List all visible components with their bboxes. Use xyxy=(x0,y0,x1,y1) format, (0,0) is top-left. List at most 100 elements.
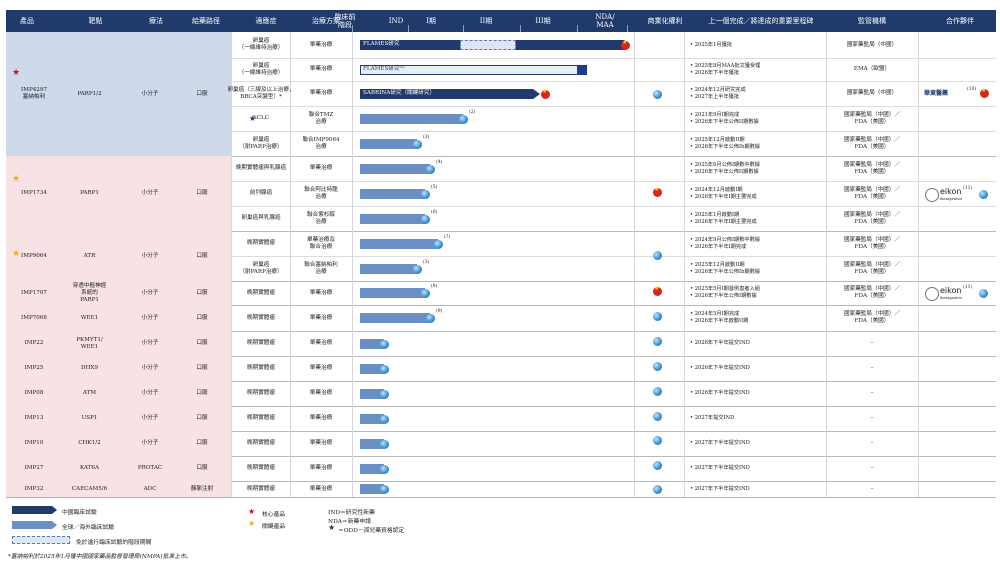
regimen-cell: 單藥治療 xyxy=(309,465,333,471)
row-divider xyxy=(231,131,996,132)
regulator-cell: 國家藥監局（中國）／ FDA（美國） xyxy=(844,186,900,200)
regulator-cell: 國家藥監局（中國）／ FDA（美國） xyxy=(844,236,900,250)
regimen-cell: 單藥治療 xyxy=(309,340,333,346)
pipeline-bar xyxy=(360,238,438,249)
header-milestones: 上一個完成／將達成的重要里程碑 xyxy=(708,17,814,25)
milestone-2: • 2027年上半年獲批 xyxy=(690,93,740,100)
milestone-text: 2025年5月I期首例患者入組 xyxy=(694,286,760,292)
footnote-ref: (7) xyxy=(444,234,451,240)
regimen-cell: 聯合阿比特龍 治療 xyxy=(304,186,338,200)
group-divider xyxy=(6,231,996,232)
globe-icon xyxy=(653,251,662,260)
partner-logo-eikon-sub: therapeutics xyxy=(940,197,963,201)
milestone-1: • 2025年1月獲批 xyxy=(690,41,732,48)
indication-cell: 卵巢癌 （一線維持治療） xyxy=(238,62,284,76)
globe-icon xyxy=(421,189,430,199)
bridging-bar xyxy=(460,40,516,50)
eikon-logo-icon xyxy=(925,188,939,202)
footnote-ref: (9) xyxy=(436,309,443,314)
globe-icon xyxy=(653,461,662,470)
legend-ind: IND＝研究性新藥 xyxy=(328,510,375,516)
milestone-1: • 2027年下半年提交IND xyxy=(690,485,750,492)
pipeline-bar xyxy=(360,338,384,349)
regimen-cell: 單藥治療 xyxy=(309,440,333,446)
legend-key: 關鍵產品 xyxy=(262,524,286,530)
core-product-star-icon: ★ xyxy=(11,67,21,78)
milestone-2: • 2026年下半年啟動II期 xyxy=(690,318,749,324)
milestone-1: • 2026年下半年提交IND xyxy=(690,340,750,346)
column-divider xyxy=(918,32,919,497)
pipeline-bar xyxy=(360,463,384,474)
legend-core-star-icon: ★ xyxy=(248,507,256,516)
milestone-text: 2025年12月啟動II期 xyxy=(694,136,745,143)
odd-star-icon: ★ xyxy=(248,113,257,123)
footnote-ref: (3) xyxy=(423,134,430,140)
globe-icon xyxy=(459,114,468,124)
regimen-cell: 聯合TMZ 治療 xyxy=(308,111,334,125)
indication-cell: 晚期實體瘤 xyxy=(247,415,275,421)
group-divider xyxy=(6,497,996,498)
regulator-cell: – xyxy=(870,340,874,346)
indication-cell: 前列腺癌 xyxy=(249,190,273,196)
milestone-2: • 2026年下半年公佈II期數據 xyxy=(690,168,759,175)
regimen-cell: 單藥治療 xyxy=(309,485,333,492)
pipeline-bar xyxy=(360,438,384,449)
column-divider xyxy=(826,32,827,497)
product-name: IMP4297 塞納帕利 xyxy=(21,87,47,100)
milestone-text: 2026年下半年啟動II期 xyxy=(694,318,749,324)
regimen-cell: 單藥治療 xyxy=(309,90,333,96)
indication-cell: 卵巢癌與乳腺癌 xyxy=(241,215,281,221)
milestone-text: 2025年8月MAA批文獲受理 xyxy=(694,62,761,69)
product-name: IMP1707 xyxy=(21,289,47,296)
product-name: IMP13 xyxy=(24,415,44,421)
globe-icon xyxy=(653,90,662,99)
milestone-2: • 2026年下半年I期主要完成 xyxy=(690,218,757,225)
partner-logo-eikon: eikon xyxy=(940,286,962,295)
group-divider xyxy=(6,281,996,282)
column-divider xyxy=(634,32,635,497)
regulator-cell: – xyxy=(870,415,874,421)
legend-china-trial: 中國臨床試驗 xyxy=(62,510,97,516)
group-divider xyxy=(6,381,996,382)
product-target: CAECAM5/6 xyxy=(71,485,108,492)
product-target: PKMYT1/ WEE1 xyxy=(76,336,103,350)
bar-arrowhead xyxy=(533,88,540,99)
milestone-2: • 2026年下半年獲批 xyxy=(690,69,740,76)
footnote-ref: (5) xyxy=(431,184,438,190)
globe-icon xyxy=(380,485,389,494)
indication-cell: SCLC xyxy=(252,115,270,121)
legend-nda: NDA＝新藥申請 xyxy=(328,519,371,525)
product-target: CHK1/2 xyxy=(78,440,101,446)
footnote: *塞納帕利於2025年1月獲中國國家藥品監督管理局(NMPA)批准上市。 xyxy=(8,554,192,560)
indication-cell: 卵巢癌 （一線維持治療） xyxy=(238,38,284,51)
globe-icon xyxy=(380,439,389,449)
china-flag-icon xyxy=(653,285,662,296)
milestone-1: • 2021年9月I期完成 xyxy=(690,111,740,118)
globe-icon xyxy=(434,239,443,249)
product-target: KAT6A xyxy=(79,465,99,471)
group-divider xyxy=(6,406,996,407)
regulator-cell: 國家藥監局（中國）／ FDA（美國） xyxy=(844,136,900,150)
group-divider xyxy=(6,305,996,306)
pipeline-bar xyxy=(360,484,384,494)
product-therapy: 小分子 xyxy=(141,289,159,296)
column-divider xyxy=(352,32,353,497)
globe-icon xyxy=(413,264,422,274)
milestone-text: 2021年9月I期完成 xyxy=(694,111,740,118)
milestone-text: 2026年下半年公佈Ib期數據 xyxy=(694,268,760,275)
regulator-cell: – xyxy=(870,440,874,446)
product-therapy: 小分子 xyxy=(141,365,159,371)
pipeline-bar xyxy=(360,288,425,298)
milestone-text: 2027年下半年提交IND xyxy=(694,440,750,446)
pipeline-bar xyxy=(360,363,384,374)
product-band xyxy=(6,381,231,406)
globe-icon xyxy=(653,387,662,396)
product-target: ATM xyxy=(82,390,97,396)
product-band xyxy=(6,331,231,356)
header-rights: 商業化權利 xyxy=(647,17,683,25)
milestone-2: • 2026年下半年公佈Ib期數據 xyxy=(690,268,760,275)
product-therapy: 小分子 xyxy=(141,90,159,97)
regulator-cell: – xyxy=(870,485,874,492)
milestone-text: 2026年下半年提交IND xyxy=(694,390,750,396)
regulator-cell: 國家藥監局（中國）／ FDA（美國） xyxy=(844,211,900,225)
